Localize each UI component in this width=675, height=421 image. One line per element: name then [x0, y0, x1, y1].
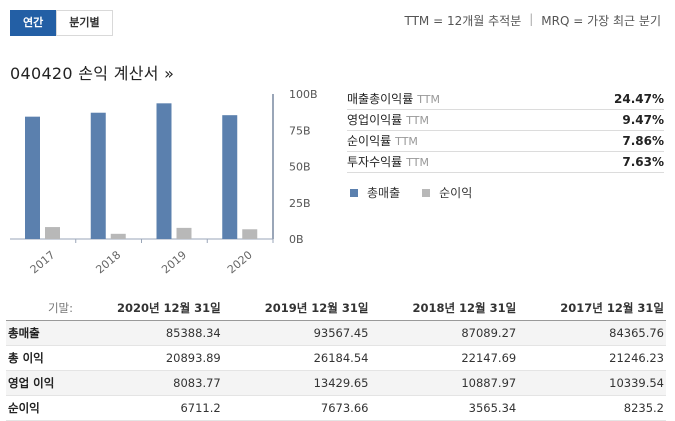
ratio-value: 9.47% [622, 113, 664, 127]
period-label: 기말: [6, 296, 75, 321]
legend-swatch [350, 189, 358, 197]
x-tick-label: 2019 [159, 248, 189, 274]
abbreviation-legend: TTM = 12개월 추적분 | MRQ = 가장 최근 분기 [404, 12, 661, 29]
row-name: 총 이익 [6, 345, 75, 371]
tab-quarterly[interactable]: 분기별 [56, 10, 113, 36]
ratio-list: 매출총이익률 TTM 24.47% 영업이익률 TTM 9.47% 순이익률 TTM … [347, 89, 664, 173]
table-row: 총매출 85388.34 93567.45 87089.27 84365.76 [6, 320, 666, 346]
legend-swatch [422, 189, 431, 197]
ratio-row: 투자수익률 TTM 7.63% [347, 152, 664, 173]
cell-value: 7673.66 [222, 395, 371, 421]
y-tick-label: 50B [289, 161, 311, 174]
row-name: 영업 이익 [6, 370, 75, 396]
ratio-label: 매출총이익률 [347, 92, 414, 106]
ratio-value: 7.63% [622, 155, 664, 169]
bar-revenue [156, 103, 172, 239]
table-row: 영업 이익 8083.77 13429.65 10887.97 10339.54 [6, 370, 666, 396]
ratio-label: 투자수익률 [347, 155, 403, 169]
bar-net-income [176, 227, 192, 239]
cell-value: 93567.45 [222, 320, 371, 346]
bar-net-income [45, 227, 60, 239]
bar-revenue [222, 115, 238, 239]
cell-value: 3565.34 [370, 395, 519, 421]
legend-label: 총매출 [367, 186, 401, 200]
ratio-row: 영업이익률 TTM 9.47% [347, 110, 664, 131]
ratio-value: 24.47% [614, 92, 664, 106]
column-header: 2019년 12월 31일 [222, 296, 371, 321]
cell-value: 26184.54 [222, 345, 371, 371]
y-tick-label: 75B [289, 124, 311, 137]
bar-revenue [90, 112, 106, 239]
cell-value: 85388.34 [75, 320, 223, 346]
series-legend: 총매출 순이익 [350, 184, 472, 201]
ttm-tag: TTM [395, 135, 418, 148]
cell-value: 22147.69 [370, 345, 519, 371]
bar-net-income [110, 233, 126, 239]
x-tick-label: 2017 [28, 248, 58, 274]
column-header: 2020년 12월 31일 [75, 296, 223, 321]
ratio-row: 순이익률 TTM 7.86% [347, 131, 664, 152]
cell-value: 10887.97 [370, 370, 519, 396]
cell-value: 21246.23 [518, 345, 666, 371]
cell-value: 6711.2 [75, 395, 223, 421]
x-tick-label: 2020 [225, 248, 255, 274]
cell-value: 84365.76 [518, 320, 666, 346]
table-header-row: 기말: 2020년 12월 31일 2019년 12월 31일 2018년 12… [6, 296, 666, 321]
revenue-income-bar-chart: 100B 75B 50B 25B 0B 2017 2018 2019 2020 [10, 88, 318, 274]
ttm-tag: TTM [406, 114, 429, 127]
row-name: 총매출 [6, 320, 75, 346]
ratio-value: 7.86% [622, 134, 664, 148]
page-title[interactable]: 040420 손익 계산서 » [10, 64, 175, 83]
cell-value: 87089.27 [370, 320, 519, 346]
cell-value: 8235.2 [518, 395, 666, 421]
table-row: 순이익 6711.2 7673.66 3565.34 8235.2 [6, 395, 666, 421]
ttm-tag: TTM [417, 93, 440, 106]
bar-revenue [25, 116, 40, 239]
legend-label: 순이익 [439, 186, 473, 200]
ttm-note: TTM = 12개월 추적분 [404, 14, 522, 28]
y-tick-label: 100B [289, 88, 318, 101]
cell-value: 8083.77 [75, 370, 223, 396]
row-name: 순이익 [6, 395, 75, 421]
bar-net-income [242, 229, 258, 239]
table-row: 총 이익 20893.89 26184.54 22147.69 21246.23 [6, 345, 666, 371]
ratio-label: 순이익률 [347, 134, 392, 148]
mrq-note: MRQ = 가장 최근 분기 [541, 14, 661, 28]
legend-revenue: 총매출 [350, 184, 400, 201]
tab-annual[interactable]: 연간 [10, 10, 57, 36]
cell-value: 10339.54 [518, 370, 666, 396]
ratio-row: 매출총이익률 TTM 24.47% [347, 89, 664, 110]
y-tick-label: 25B [289, 197, 311, 210]
column-header: 2018년 12월 31일 [370, 296, 519, 321]
ratio-label: 영업이익률 [347, 113, 403, 127]
legend-net-income: 순이익 [422, 184, 472, 201]
column-header: 2017년 12월 31일 [518, 296, 666, 321]
ttm-tag: TTM [406, 156, 429, 169]
y-tick-label: 0B [289, 233, 304, 246]
cell-value: 20893.89 [75, 345, 223, 371]
income-statement-table: 기말: 2020년 12월 31일 2019년 12월 31일 2018년 12… [6, 296, 666, 421]
cell-value: 13429.65 [222, 370, 371, 396]
x-tick-label: 2018 [93, 248, 123, 274]
separator: | [529, 12, 534, 26]
period-tabs: 연간 분기별 [10, 10, 113, 36]
